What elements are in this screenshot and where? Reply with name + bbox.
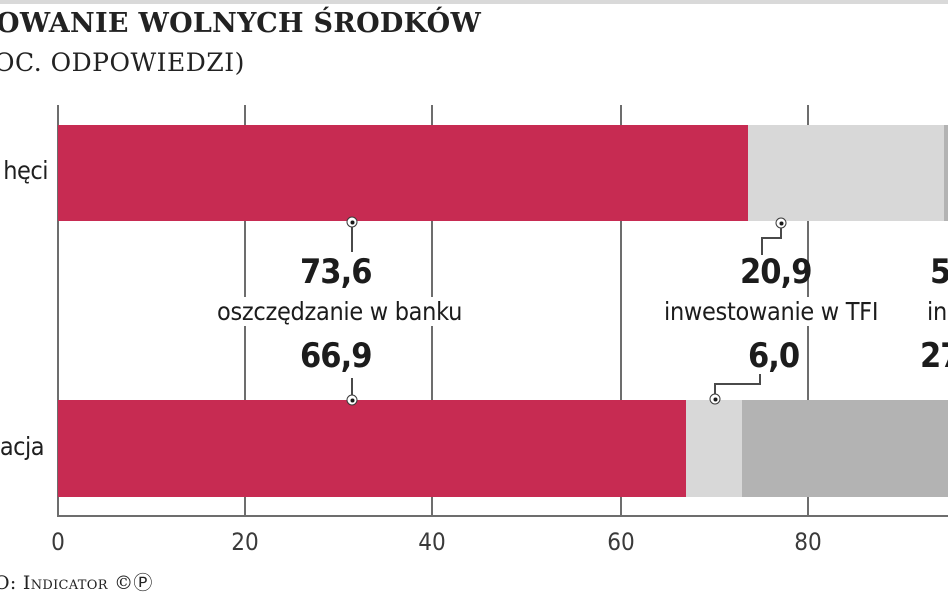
series-label-tfi: inwestowanie w TFI — [661, 297, 882, 326]
value-bank-bottom: 66,9 — [300, 336, 372, 376]
row-label-top: hęci — [3, 156, 48, 185]
marker-tfi-bottom — [709, 393, 721, 405]
series-label-bank: oszczędzanie w banku — [214, 297, 466, 326]
series-label-third: in — [924, 297, 948, 326]
bar-top-bank — [58, 125, 748, 221]
leader-tfi-bottom-v1 — [759, 374, 761, 384]
tick-80: 80 — [794, 528, 822, 556]
leader-tfi-top-h — [761, 237, 782, 239]
leader-bank-top — [351, 222, 353, 252]
leader-tfi-bottom-v2 — [714, 383, 716, 395]
gridline-0 — [57, 105, 59, 517]
marker-bank-top — [346, 216, 358, 228]
x-axis-line — [57, 515, 948, 517]
value-third-top: 5 — [930, 252, 948, 292]
bar-bottom-bank — [58, 400, 686, 497]
bar-bottom-tfi — [686, 400, 742, 497]
leader-tfi-top-v1 — [780, 228, 782, 238]
value-third-bottom: 27 — [920, 336, 948, 376]
source-note: O: Indicator ©Ⓟ — [0, 572, 153, 594]
tick-0: 0 — [51, 528, 65, 556]
top-rule — [0, 0, 948, 4]
bar-top-tfi — [748, 125, 944, 221]
marker-bank-bottom — [346, 394, 358, 406]
leader-bank-bottom — [351, 378, 353, 400]
gridline-60 — [620, 105, 622, 517]
row-label-bottom: acja — [0, 432, 45, 461]
leader-tfi-bottom-h — [714, 383, 761, 385]
chart-title: OWANIE WOLNYCH ŚRODKÓW — [0, 8, 482, 39]
value-bank-top: 73,6 — [300, 252, 372, 292]
tick-60: 60 — [607, 528, 635, 556]
marker-tfi-top — [775, 217, 787, 229]
leader-tfi-top-v2 — [761, 237, 763, 255]
chart-subtitle: OC. ODPOWIEDZI) — [0, 48, 245, 77]
value-tfi-top: 20,9 — [740, 252, 812, 292]
bar-top-third — [944, 125, 948, 221]
value-tfi-bottom: 6,0 — [748, 336, 800, 376]
bar-bottom-third — [742, 400, 948, 497]
tick-20: 20 — [231, 528, 259, 556]
tick-40: 40 — [418, 528, 446, 556]
